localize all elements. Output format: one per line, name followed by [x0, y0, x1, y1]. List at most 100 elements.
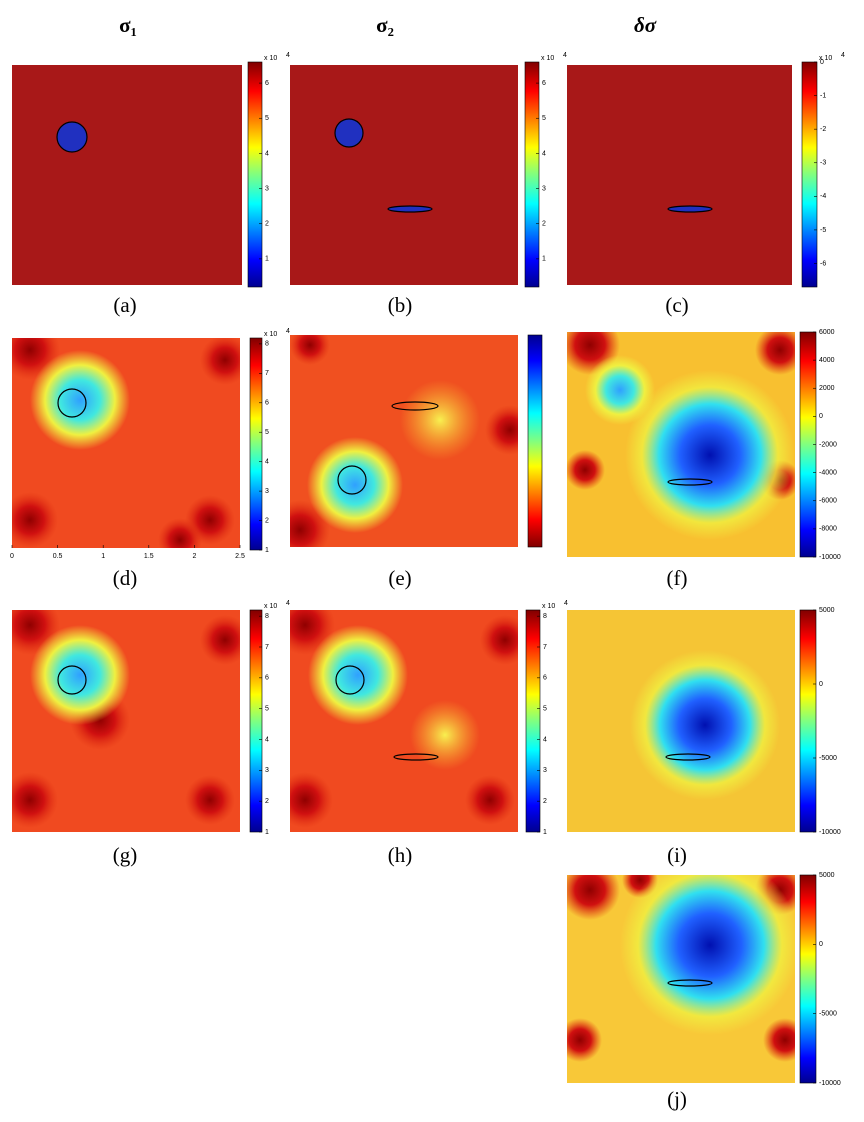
panel: (h) 1 2 3 4 5 6 7 8 x 10 4	[290, 600, 568, 867]
colorbar-multiplier: x 10	[264, 603, 277, 610]
inclusion	[667, 979, 713, 987]
colorbar-tick-label: 2	[265, 798, 269, 805]
colorbar-tick-label: 4000	[819, 357, 835, 364]
panel-label: (g)	[113, 843, 138, 867]
colorbar-tick-label: -3	[820, 160, 826, 167]
colorbar-tick-label: -6	[820, 260, 826, 267]
colorbar-tick-label: 2	[542, 221, 546, 228]
colorbar-tick-label: 6	[543, 675, 547, 682]
colorbar-tick-label: 0	[820, 59, 824, 66]
field-blob	[200, 615, 240, 665]
column-header: σ₂	[376, 13, 394, 37]
colorbar-tick-label: 3	[543, 767, 547, 774]
field-blob	[308, 625, 408, 725]
colorbar-tick-label: 5000	[819, 607, 835, 614]
column-header: σ₁	[119, 13, 137, 37]
panel: (g) 1 2 3 4 5 6 7 8 x 10 4	[12, 600, 290, 867]
colorbar-tick-label: -1	[820, 92, 826, 99]
colorbar-exponent: 4	[563, 52, 567, 59]
panel: (e)	[290, 334, 543, 590]
panel: (b) 1 2 3 4 5 6 x 10 4	[290, 52, 567, 317]
field-blob	[30, 625, 130, 725]
colorbar-tick-label: 0	[819, 413, 823, 420]
inclusion	[393, 753, 439, 761]
panel-label: (c)	[665, 293, 688, 317]
field-blob	[567, 450, 605, 490]
field-blob	[12, 492, 58, 548]
colorbar-tick-label: 8	[543, 613, 547, 620]
panel-label: (d)	[113, 566, 138, 590]
colorbar-tick-label: 3	[265, 185, 269, 192]
colorbar	[249, 609, 263, 833]
colorbar-exponent: 4	[286, 52, 290, 59]
colorbar-tick-label: 2	[265, 221, 269, 228]
x-tick-label: 0	[10, 553, 14, 560]
colorbar-tick-label: -4	[820, 193, 826, 200]
colorbar-multiplier: x 10	[819, 55, 832, 62]
x-tick-label: 1	[101, 553, 105, 560]
colorbar-tick-label: 2	[543, 798, 547, 805]
colorbar-tick-label: -10000	[819, 829, 841, 836]
panels: (a) 1 2 3 4 5 6 x 10 4 (b) 1 2 3 4 5 6 x 10 4 (c) 0 -1 -2 -3 -4…	[10, 52, 845, 1111]
field-blob	[763, 1018, 795, 1062]
colorbar	[525, 609, 541, 833]
colorbar-tick-label: 5	[265, 706, 269, 713]
field-detail	[567, 875, 795, 1062]
field-blob	[290, 772, 333, 828]
colorbar-multiplier: x 10	[541, 55, 554, 62]
colorbar-tick-label: 6	[265, 400, 269, 407]
colorbar	[249, 337, 263, 551]
inclusion	[391, 401, 439, 411]
field-blob	[480, 615, 518, 665]
field-blob	[290, 335, 330, 365]
field-detail	[12, 338, 240, 548]
colorbar	[801, 61, 818, 288]
field-detail	[630, 650, 780, 800]
colorbar-tick-label: 5	[542, 115, 546, 122]
colorbar-tick-label: -2	[820, 126, 826, 133]
colorbar-tick-label: 4	[265, 150, 269, 157]
x-tick-label: 2	[192, 553, 196, 560]
field-blob	[30, 350, 130, 450]
field-blob	[158, 518, 202, 548]
inclusion	[57, 388, 87, 418]
field-blob	[755, 332, 795, 375]
field-detail	[667, 205, 713, 213]
colorbar-tick-label: 1	[265, 829, 269, 836]
panel: (a) 1 2 3 4 5 6 x 10 4	[12, 52, 290, 317]
panel: (f) 6000 4000 2000 0 -2000 -4000 -6000 -8000 -100…	[567, 329, 841, 590]
field-detail	[12, 610, 240, 828]
colorbar-tick-label: -8000	[819, 526, 837, 533]
colorbar-tick-label: -4000	[819, 469, 837, 476]
panel: (i) 5000 0 -5000 -10000	[567, 607, 841, 867]
field-blob	[465, 775, 515, 825]
field-blob	[307, 437, 403, 533]
colorbar-tick-label: 6000	[819, 329, 835, 336]
colorbar-tick-label: 2	[265, 517, 269, 524]
field-blob	[12, 772, 58, 828]
field-detail	[56, 121, 88, 153]
colorbar	[527, 334, 543, 548]
colorbar-exponent: 4	[286, 600, 290, 607]
colorbar-tick-label: 3	[542, 185, 546, 192]
inclusion	[667, 478, 713, 486]
colorbar-multiplier: x 10	[264, 55, 277, 62]
inclusion	[337, 465, 367, 495]
inclusion	[57, 665, 87, 695]
field-blob	[400, 380, 480, 460]
field-blob	[185, 775, 235, 825]
colorbar	[524, 61, 540, 288]
colorbar-exponent: 4	[564, 600, 568, 607]
panel-label: (j)	[667, 1087, 687, 1111]
colorbar-tick-label: -2000	[819, 441, 837, 448]
inclusion	[387, 205, 433, 213]
colorbar-tick-label: 4	[542, 150, 546, 157]
colorbar-tick-label: 4	[543, 736, 547, 743]
colorbar-tick-label: 1	[265, 256, 269, 263]
panel-label: (a)	[113, 293, 136, 317]
colorbar-tick-label: -5000	[819, 755, 837, 762]
colorbar-multiplier: x 10	[542, 603, 555, 610]
colorbar-tick-label: 6	[542, 80, 546, 87]
colorbar	[247, 61, 263, 288]
